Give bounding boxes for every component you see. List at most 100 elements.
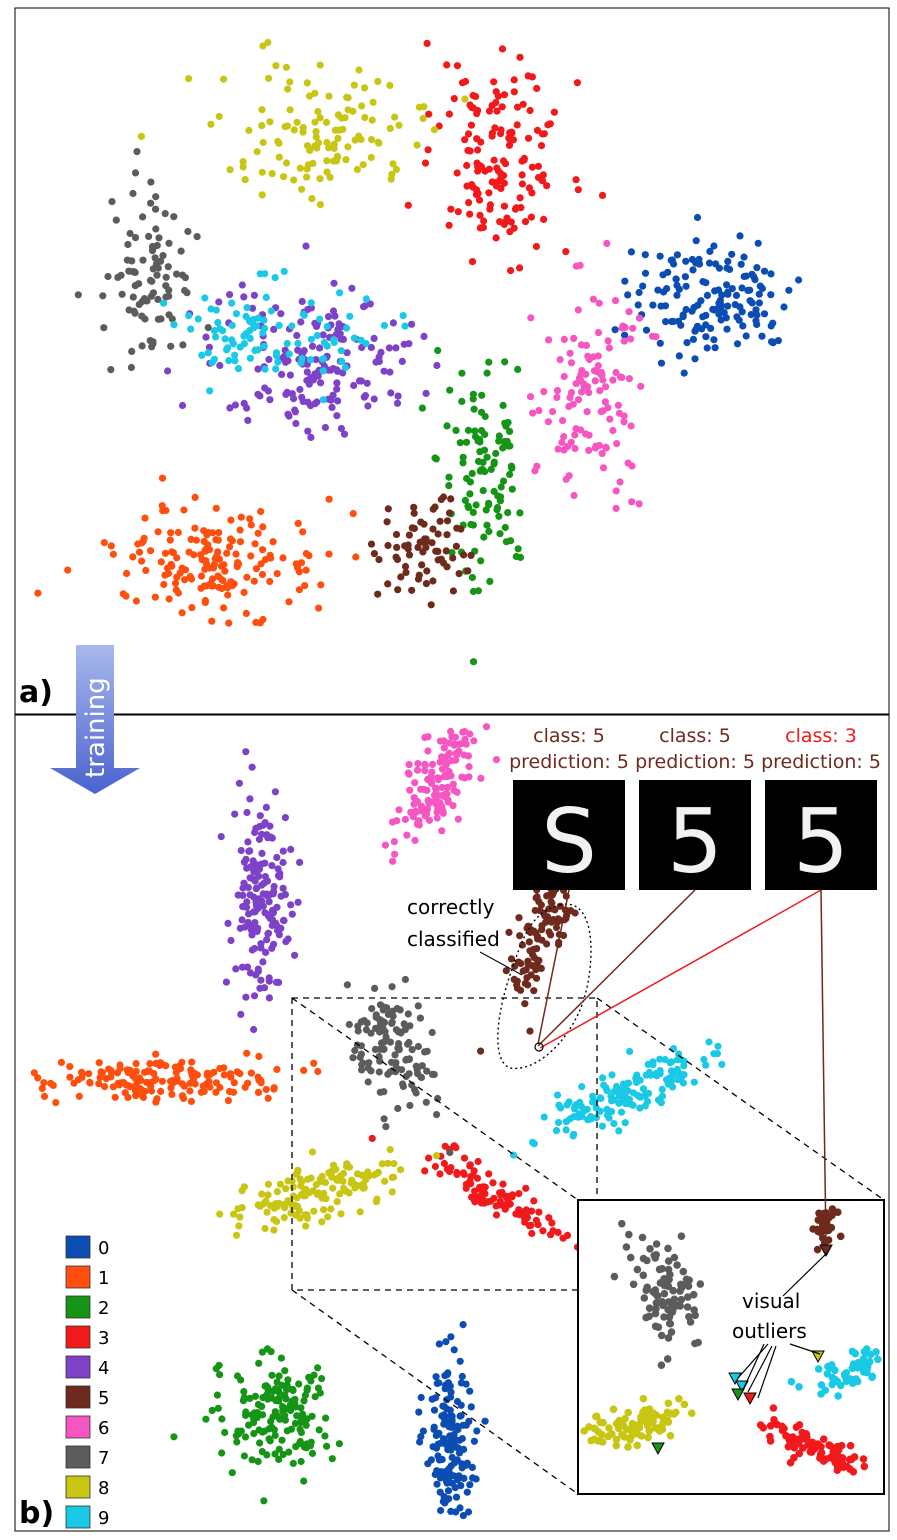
point-class-6 (612, 368, 620, 377)
point-class-8 (375, 139, 383, 147)
point-class-2 (496, 530, 504, 538)
point-class-6 (461, 774, 469, 782)
point-class-4 (236, 924, 244, 932)
point-class-0 (442, 1338, 450, 1346)
point-class-4 (242, 855, 250, 863)
point-class-3 (518, 180, 527, 188)
point-class-2 (321, 1432, 329, 1440)
point-class-4 (248, 304, 257, 312)
point-class-3 (492, 88, 500, 96)
point-class-2 (490, 487, 498, 495)
point-class-9 (624, 1079, 633, 1087)
point-class-0 (430, 1406, 439, 1414)
point-class-6 (637, 382, 645, 390)
point-class-4 (375, 353, 383, 361)
point-class-2 (250, 1430, 258, 1438)
point-class-7 (152, 193, 160, 201)
point-class-0 (740, 253, 748, 261)
point-class-3 (540, 130, 548, 138)
point-class-5 (543, 892, 551, 900)
point-class-9 (608, 1097, 616, 1105)
point-class-2 (483, 369, 491, 377)
point-class-7 (414, 1042, 422, 1051)
point-class-2 (512, 552, 520, 561)
point-class-9 (307, 299, 315, 307)
point-class-6 (616, 373, 625, 381)
point-class-7 (129, 293, 137, 301)
point-class-7 (177, 247, 185, 255)
point-class-1 (167, 529, 175, 537)
point-class-5 (423, 567, 431, 575)
point-class-8 (238, 1187, 246, 1195)
point-class-7 (152, 205, 160, 213)
point-class-0 (767, 270, 775, 278)
point-class-2 (265, 1435, 273, 1443)
point-class-5 (429, 577, 437, 585)
point-class-1 (179, 1093, 187, 1101)
point-class-7 (691, 1311, 699, 1320)
point-class-3 (516, 264, 524, 272)
point-class-1 (212, 504, 220, 512)
point-class-8 (316, 114, 324, 122)
point-class-0 (760, 310, 769, 318)
point-class-3 (770, 1416, 778, 1424)
point-class-7 (684, 1282, 693, 1290)
point-class-4 (317, 379, 325, 387)
point-class-8 (304, 1175, 312, 1183)
point-class-8 (395, 121, 403, 129)
point-class-6 (560, 446, 568, 454)
point-class-1 (132, 1060, 140, 1068)
point-class-1 (227, 1073, 235, 1081)
point-class-4 (422, 389, 430, 397)
panel-b-label: b) (19, 1496, 54, 1531)
point-class-0 (693, 213, 702, 222)
point-class-9 (639, 1085, 648, 1093)
point-class-9 (674, 1076, 682, 1084)
legend-label: 0 (98, 1238, 109, 1259)
point-class-4 (246, 969, 255, 977)
point-class-6 (434, 776, 442, 784)
point-class-1 (188, 604, 196, 612)
point-class-1 (273, 570, 281, 578)
point-class-8 (333, 1198, 341, 1206)
point-class-9 (569, 1132, 577, 1140)
point-class-1 (226, 543, 234, 551)
point-class-3 (520, 156, 528, 164)
point-class-8 (290, 176, 298, 184)
point-class-0 (452, 1443, 460, 1451)
point-class-3 (533, 84, 541, 92)
point-class-8 (258, 191, 266, 199)
point-class-2 (270, 1426, 278, 1434)
point-class-6 (448, 757, 456, 765)
point-class-4 (240, 399, 248, 407)
point-class-4 (324, 313, 333, 321)
point-class-3 (766, 1437, 775, 1445)
point-class-6 (527, 314, 535, 322)
point-class-7 (433, 1111, 441, 1119)
digit-image (765, 780, 877, 890)
point-class-3 (421, 159, 430, 167)
point-class-8 (310, 1207, 318, 1215)
point-class-8 (362, 1176, 370, 1184)
point-class-2 (434, 346, 442, 355)
point-class-4 (231, 401, 239, 409)
point-class-6 (624, 459, 632, 467)
point-class-7 (371, 1045, 379, 1053)
point-class-9 (675, 1050, 683, 1058)
point-class-2 (268, 1371, 276, 1379)
point-class-0 (785, 286, 793, 294)
point-class-7 (416, 1014, 424, 1022)
point-class-6 (428, 768, 436, 776)
point-class-1 (247, 521, 255, 529)
point-class-9 (676, 1070, 684, 1078)
point-class-5 (517, 986, 525, 994)
point-class-5 (460, 551, 468, 559)
point-class-9 (673, 1056, 682, 1064)
point-class-0 (447, 1333, 455, 1341)
point-class-1 (226, 535, 235, 543)
point-class-9 (658, 1085, 666, 1093)
point-class-1 (121, 1089, 129, 1097)
legend-label: 3 (98, 1328, 109, 1349)
point-class-8 (351, 1184, 359, 1192)
point-class-9 (232, 310, 240, 318)
